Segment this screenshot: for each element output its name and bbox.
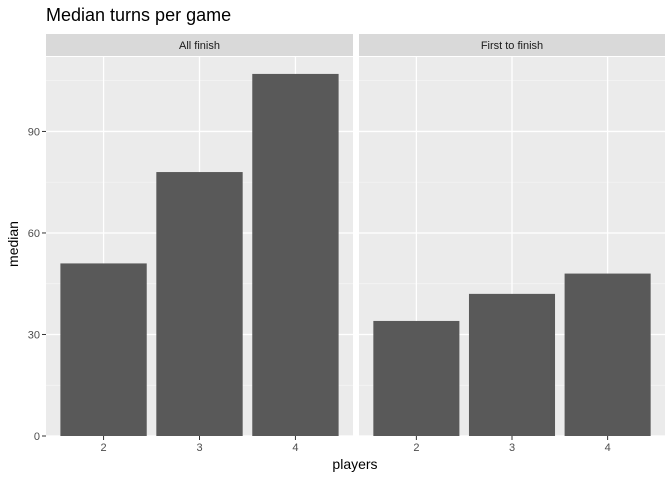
facet-panel: First to finish 2 3 4 — [359, 34, 665, 454]
x-tick-label: 2 — [413, 442, 419, 454]
y-axis: 0 30 60 90 — [28, 126, 46, 443]
bar — [60, 263, 147, 436]
y-tick-label: 90 — [28, 126, 40, 138]
bar — [252, 73, 339, 436]
x-tick-label: 4 — [605, 442, 611, 454]
bar — [156, 172, 243, 436]
bar — [468, 293, 556, 436]
facet-strip — [359, 34, 665, 56]
x-tick-label: 3 — [509, 442, 515, 454]
chart-title: Median turns per game — [46, 5, 231, 25]
x-tick-label: 4 — [292, 442, 298, 454]
facet-panel: All finish 2 3 4 — [46, 34, 353, 454]
y-tick-label: 60 — [28, 228, 40, 240]
facet-strip — [46, 34, 353, 56]
x-tick-label: 2 — [101, 442, 107, 454]
y-axis-title: median — [5, 221, 21, 267]
y-tick-label: 30 — [28, 329, 40, 341]
y-tick-label: 0 — [34, 431, 40, 443]
facet-panels: All finish 2 3 4 First to finish 2 3 4 — [46, 34, 665, 454]
x-axis-title: players — [332, 456, 377, 472]
bar — [564, 273, 651, 436]
x-tick-label: 3 — [196, 442, 202, 454]
facet-label: First to finish — [481, 40, 543, 52]
bar — [373, 320, 460, 436]
facet-label: All finish — [179, 40, 220, 52]
